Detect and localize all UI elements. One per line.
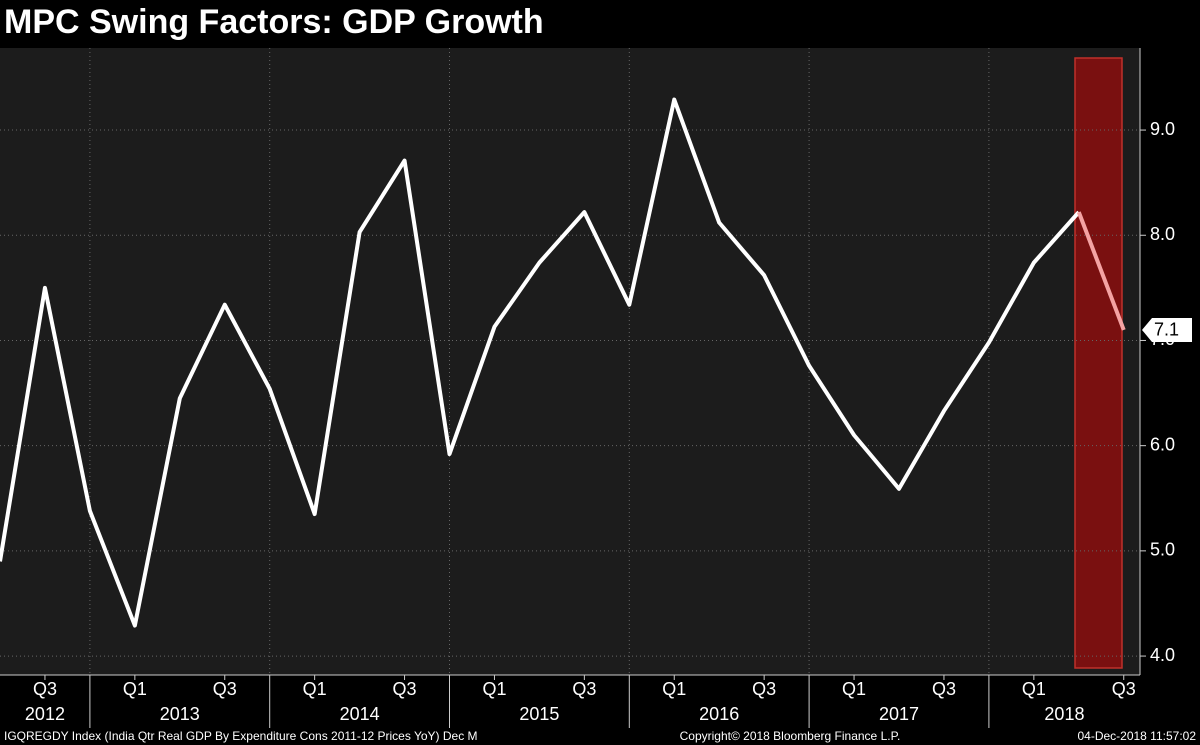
x-tick-label: Q3 [932, 679, 956, 699]
footer-copyright: Copyright© 2018 Bloomberg Finance L.P. [680, 729, 901, 743]
year-label: 2012 [25, 704, 65, 724]
y-tick-label: 4.0 [1150, 645, 1175, 665]
footer-date: 04-Dec-2018 11:57:02 [1077, 729, 1196, 743]
x-tick-label: Q1 [842, 679, 866, 699]
x-tick-label: Q1 [123, 679, 147, 699]
chart-title: MPC Swing Factors: GDP Growth [4, 3, 544, 41]
year-label: 2013 [160, 704, 200, 724]
year-label: 2017 [879, 704, 919, 724]
y-tick-label: 8.0 [1150, 224, 1175, 244]
year-label: 2016 [699, 704, 739, 724]
year-label: 2018 [1044, 704, 1084, 724]
highlight-box [1074, 57, 1123, 669]
x-tick-label: Q3 [33, 679, 57, 699]
x-tick-label: Q3 [213, 679, 237, 699]
line [0, 97, 1081, 628]
y-tick-label: 5.0 [1150, 540, 1175, 560]
x-tick-label: Q1 [1022, 679, 1046, 699]
x-tick-label: Q3 [1112, 679, 1136, 699]
footer-source: IGQREGDY Index (India Qtr Real GDP By Ex… [4, 729, 478, 743]
plot-area [0, 48, 1140, 675]
y-tick-label: 6.0 [1150, 434, 1175, 454]
x-tick-label: Q1 [662, 679, 686, 699]
last-value-tag [1142, 317, 1192, 342]
line-forecast [1076, 211, 1126, 331]
last-value-label: 7.1 [1154, 320, 1179, 340]
x-tick-label: Q1 [303, 679, 327, 699]
x-tick-label: Q3 [393, 679, 417, 699]
x-tick-label: Q3 [752, 679, 776, 699]
x-tick-label: Q3 [572, 679, 596, 699]
year-label: 2014 [340, 704, 380, 724]
year-label: 2015 [519, 704, 559, 724]
x-tick-label: Q1 [482, 679, 506, 699]
y-tick-label: 9.0 [1150, 119, 1175, 139]
